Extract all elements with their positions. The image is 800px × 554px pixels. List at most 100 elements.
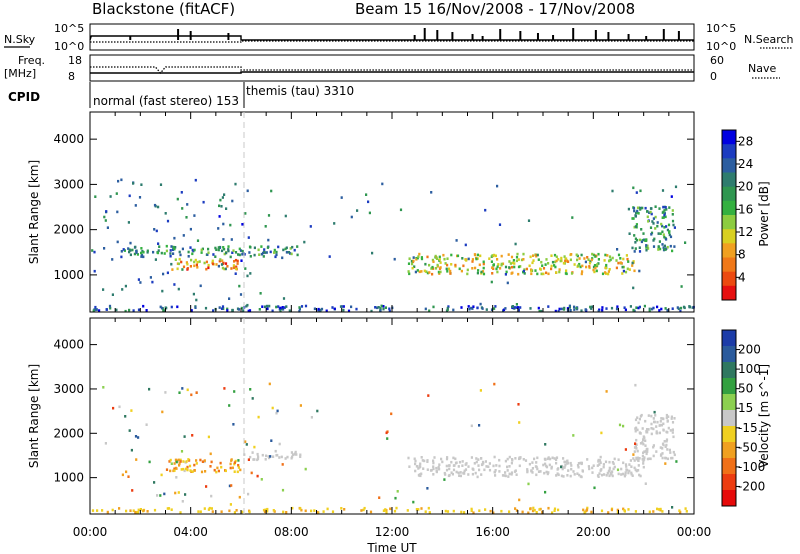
data-cell (625, 465, 628, 468)
data-cell (537, 258, 540, 261)
data-cell (643, 304, 646, 308)
data-cell (617, 261, 620, 265)
data-cell (446, 306, 449, 310)
data-cell (465, 259, 468, 262)
colorbar-segment (722, 394, 736, 411)
colorbar-tick-label: 50 (738, 382, 753, 396)
data-cell (536, 253, 539, 257)
data-cell (476, 306, 479, 310)
data-cell (282, 297, 286, 300)
data-cell (170, 245, 173, 248)
data-cell (666, 448, 669, 451)
data-cell (667, 223, 671, 227)
data-cell (450, 460, 453, 464)
data-cell (229, 466, 232, 470)
x-tick-label: 00:00 (677, 525, 712, 539)
data-cell (521, 510, 524, 514)
data-cell (586, 256, 589, 259)
data-cell (232, 249, 235, 252)
data-cell (642, 442, 645, 446)
data-cell (628, 268, 631, 271)
data-cell (659, 232, 662, 235)
data-cell (608, 268, 611, 271)
data-cell (479, 254, 482, 258)
data-cell (553, 507, 557, 511)
data-cell (483, 468, 486, 472)
data-cell (220, 510, 223, 513)
data-cell (555, 271, 558, 274)
data-cell (476, 475, 479, 479)
data-cell (268, 382, 271, 386)
beam-date-label: Beam 15 16/Nov/2008 - 17/Nov/2008 (355, 0, 635, 18)
data-cell (630, 465, 633, 468)
data-cell (177, 262, 180, 266)
data-cell (368, 211, 371, 215)
data-cell (622, 507, 625, 511)
data-cell (472, 468, 475, 471)
data-cell (661, 224, 664, 228)
data-cell (562, 261, 565, 265)
data-cell (422, 467, 425, 470)
data-cell (610, 306, 614, 310)
data-cell (178, 250, 181, 254)
data-cell (477, 269, 480, 272)
data-cell (673, 453, 676, 457)
nsky-tick-bottom: 10^0 (54, 40, 84, 53)
data-cell (535, 461, 538, 464)
data-cell (636, 211, 639, 214)
data-cell (291, 453, 295, 457)
data-cell (190, 258, 193, 262)
data-cell (620, 467, 623, 471)
velocity-cells (91, 382, 688, 515)
data-cell (559, 259, 562, 263)
data-cell (652, 306, 655, 310)
data-cell (530, 469, 533, 473)
data-cell (382, 509, 385, 512)
data-cell (448, 464, 451, 467)
data-cell (528, 462, 531, 466)
data-cell (609, 471, 612, 475)
data-cell (481, 460, 485, 464)
data-cell (652, 510, 655, 513)
data-cell (646, 215, 649, 219)
data-cell (666, 420, 669, 423)
data-cell (525, 267, 528, 271)
data-cell (635, 238, 639, 242)
data-cell (234, 459, 237, 463)
data-cell (661, 447, 664, 450)
data-cell (234, 182, 237, 186)
data-cell (435, 466, 438, 470)
data-cell (682, 305, 686, 309)
data-cell (691, 306, 694, 309)
data-cell (416, 256, 419, 260)
data-cell (576, 258, 579, 262)
data-cell (624, 448, 627, 451)
data-cell (189, 227, 192, 231)
data-cell (236, 262, 239, 265)
data-cell (290, 252, 293, 256)
data-cell (615, 259, 618, 262)
data-cell (233, 461, 236, 464)
data-cell (183, 469, 186, 473)
data-cell (219, 461, 222, 465)
data-cell (665, 413, 668, 417)
data-cell (513, 306, 516, 309)
data-cell (563, 306, 566, 310)
data-cell (129, 241, 132, 245)
data-cell (511, 305, 515, 308)
data-cell (303, 240, 306, 244)
data-cell (517, 308, 520, 312)
data-cell (237, 466, 240, 469)
data-cell (580, 461, 583, 465)
x-tick-label: 08:00 (274, 525, 309, 539)
data-cell (195, 391, 198, 394)
data-cell (501, 474, 505, 477)
data-cell (611, 189, 614, 193)
data-cell (650, 212, 653, 216)
data-cell (104, 442, 107, 445)
data-cell (260, 252, 263, 256)
data-cell (498, 223, 502, 226)
data-cell (333, 307, 336, 311)
data-cell (616, 248, 619, 251)
data-cell (207, 435, 210, 439)
